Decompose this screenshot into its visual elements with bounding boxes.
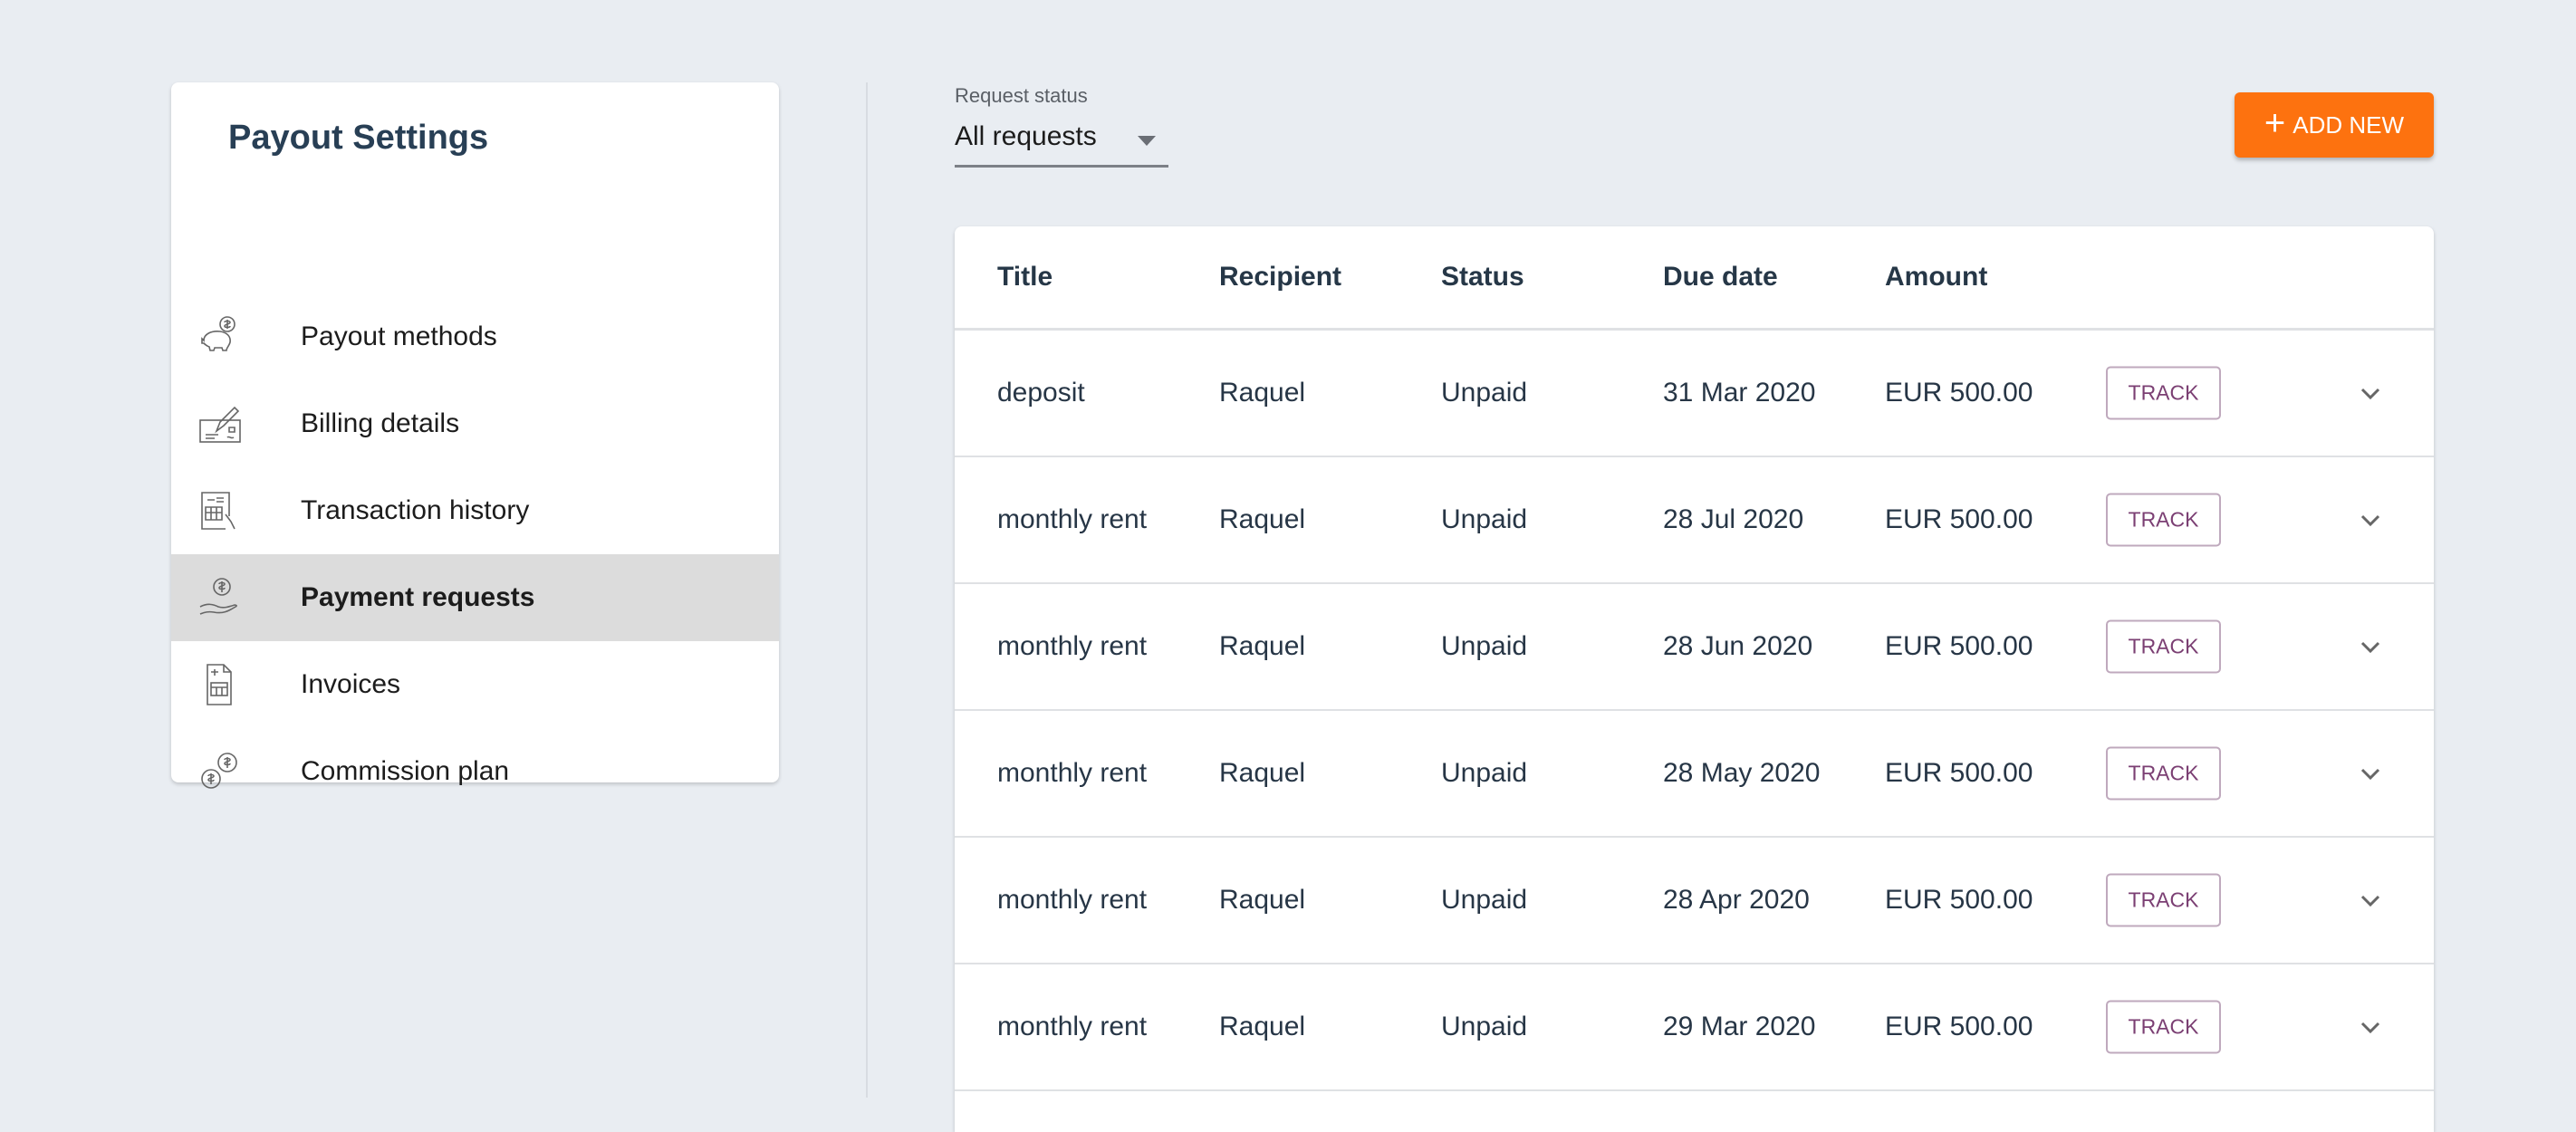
track-button[interactable]: TRACK [2106,366,2221,420]
cell-title: monthly rent [997,504,1148,534]
cell-due-date: 28 Apr 2020 [1663,885,1810,915]
sidebar-item-label: Payout methods [301,321,497,351]
sidebar-title: Payout Settings [228,119,489,157]
header-amount: Amount [1885,262,1988,292]
header-title: Title [997,262,1053,292]
sidebar-item-payment-requests[interactable]: Payment requests [171,554,779,641]
chevron-down-icon[interactable] [2359,762,2382,785]
cell-due-date: 28 Jun 2020 [1663,631,1813,661]
vertical-divider [866,82,868,1098]
cell-amount: EUR 500.00 [1885,378,2033,408]
cell-status: Unpaid [1441,378,1528,408]
cell-status: Unpaid [1441,631,1528,661]
track-button[interactable]: TRACK [2106,746,2221,801]
header-recipient: Recipient [1219,262,1342,292]
sidebar-item-billing-details[interactable]: Billing details [171,380,779,467]
table-row[interactable]: monthly rent Raquel Unpaid 29 Mar 2020 EUR 5… [955,964,2434,1091]
cell-amount: EUR 500.00 [1885,631,2033,661]
table-row[interactable]: monthly rent Raquel Unpaid 28 Apr 2020 EUR 5… [955,838,2434,964]
request-status-select[interactable]: All requests [955,118,1168,168]
cell-recipient: Raquel [1219,1012,1306,1041]
cell-recipient: Raquel [1219,504,1306,534]
cell-title: monthly rent [997,885,1148,915]
request-status-value: All requests [955,121,1097,151]
cell-status: Unpaid [1441,758,1528,788]
chevron-down-icon[interactable] [2359,381,2382,405]
cell-status: Unpaid [1441,885,1528,915]
sidebar-item-label: Commission plan [301,756,510,786]
sidebar-item-commission-plan[interactable]: Commission plan [171,728,779,815]
cell-title: monthly rent [997,1012,1148,1041]
sidebar-item-label: Payment requests [301,582,535,612]
cell-recipient: Raquel [1219,885,1306,915]
hand-coin-icon [199,578,237,615]
plus-icon: + [2264,103,2286,143]
cell-title: deposit [997,378,1085,408]
cell-due-date: 29 Mar 2020 [1663,1012,1816,1041]
cell-due-date: 28 Jul 2020 [1663,504,1804,534]
cell-due-date: 31 Mar 2020 [1663,378,1816,408]
sidebar-item-payout-methods[interactable]: Payout methods [171,293,779,380]
cell-status: Unpaid [1441,1012,1528,1041]
table-header: Title Recipient Status Due date Amount [955,226,2434,331]
cell-recipient: Raquel [1219,631,1306,661]
chevron-down-icon[interactable] [2359,508,2382,532]
cell-title: monthly rent [997,758,1148,788]
cell-recipient: Raquel [1219,378,1306,408]
table-row[interactable]: deposit Raquel Unpaid 31 Mar 2020 EUR 500.00… [955,331,2434,457]
track-button[interactable]: TRACK [2106,1000,2221,1054]
coins-icon [201,753,237,789]
add-new-label: ADD NEW [2292,110,2405,139]
statement-icon [201,492,235,530]
chevron-down-icon[interactable] [2359,888,2382,912]
table-row[interactable]: monthly rent Raquel Unpaid 28 Jun 2020 EUR 5… [955,584,2434,711]
cell-amount: EUR 500.00 [1885,1012,2033,1041]
cell-due-date: 28 May 2020 [1663,758,1821,788]
track-button[interactable]: TRACK [2106,493,2221,547]
cheque-pen-icon [199,406,241,443]
header-status: Status [1441,262,1524,292]
add-new-button[interactable]: + ADD NEW [2235,92,2434,158]
cell-status: Unpaid [1441,504,1528,534]
cell-recipient: Raquel [1219,758,1306,788]
table-row[interactable]: monthly rent Raquel Unpaid 28 Jul 2020 EUR 5… [955,457,2434,584]
cell-amount: EUR 500.00 [1885,885,2033,915]
sidebar-item-invoices[interactable]: Invoices [171,641,779,728]
chevron-down-icon[interactable] [2359,1015,2382,1039]
track-button[interactable]: TRACK [2106,873,2221,927]
chevron-down-icon[interactable] [2359,635,2382,658]
sidebar-item-label: Transaction history [301,495,530,525]
payout-settings-card: Payout Settings Payout methods Billing d… [171,82,779,789]
payment-requests-table: Title Recipient Status Due date Amount d… [955,226,2434,1132]
cell-amount: EUR 500.00 [1885,758,2033,788]
sidebar-item-label: Billing details [301,408,460,438]
table-row[interactable]: monthly rent Raquel Unpaid 28 May 2020 EUR 5… [955,711,2434,838]
request-status-label: Request status [955,84,1088,107]
header-due-date: Due date [1663,262,1778,292]
sidebar-item-transaction-history[interactable]: Transaction history [171,467,779,554]
invoice-icon [207,664,232,705]
cell-title: monthly rent [997,631,1148,661]
cell-amount: EUR 500.00 [1885,504,2033,534]
sidebar-item-label: Invoices [301,669,401,699]
caret-down-icon [1138,136,1156,146]
track-button[interactable]: TRACK [2106,619,2221,674]
piggy-bank-icon [201,316,235,351]
